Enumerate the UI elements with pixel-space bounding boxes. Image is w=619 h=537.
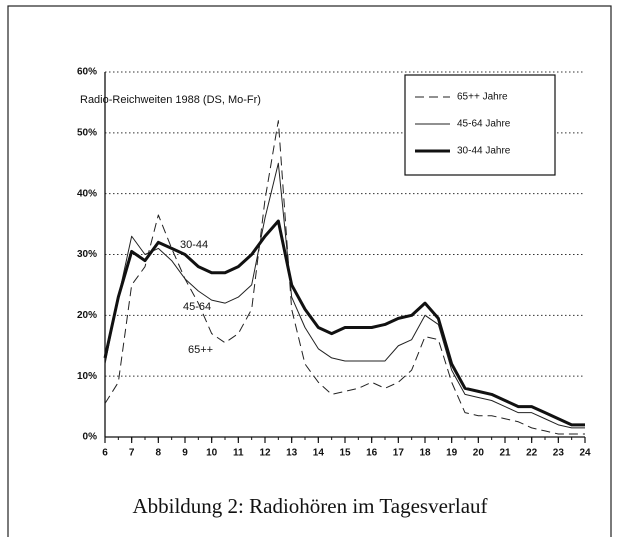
x-tick-label: 19 — [446, 448, 458, 459]
y-tick-label: 0% — [83, 432, 98, 443]
x-tick-label: 20 — [473, 448, 485, 459]
x-tick-label: 6 — [102, 448, 108, 459]
chart-title: Radio-Reichweiten 1988 (DS, Mo-Fr) — [80, 94, 261, 106]
y-tick-label: 10% — [77, 371, 97, 382]
legend-label: 45-64 Jahre — [457, 119, 511, 130]
legend-label: 30-44 Jahre — [457, 146, 511, 157]
y-tick-label: 50% — [77, 127, 97, 138]
caption: Abbildung 2: Radiohören im Tagesverlauf — [132, 494, 487, 518]
x-tick-label: 17 — [393, 448, 405, 459]
y-tick-label: 60% — [77, 67, 97, 78]
x-tick-label: 8 — [156, 448, 162, 459]
x-tick-label: 22 — [526, 448, 538, 459]
x-tick-label: 15 — [339, 448, 351, 459]
x-tick-label: 7 — [129, 448, 135, 459]
x-tick-label: 18 — [419, 448, 431, 459]
annotation: 45-64 — [183, 301, 211, 313]
x-tick-label: 13 — [286, 448, 298, 459]
x-tick-label: 14 — [313, 448, 325, 459]
x-tick-label: 21 — [499, 448, 511, 459]
annotation: 30-44 — [180, 239, 208, 251]
x-tick-label: 11 — [233, 448, 244, 459]
series-line — [103, 219, 585, 427]
x-tick-label: 10 — [206, 448, 218, 459]
y-tick-label: 30% — [77, 249, 97, 260]
x-tick-label: 16 — [366, 448, 378, 459]
legend-label: 65++ Jahre — [457, 92, 508, 103]
x-tick-label: 24 — [579, 448, 591, 459]
y-tick-label: 40% — [77, 188, 97, 199]
frame — [7, 5, 612, 537]
annotation: 65++ — [188, 344, 213, 356]
x-tick-label: 23 — [553, 448, 565, 459]
legend-box — [404, 74, 556, 176]
series-line — [104, 162, 585, 429]
y-tick-label: 20% — [77, 310, 97, 321]
x-tick-label: 12 — [259, 448, 271, 459]
x-tick-label: 9 — [182, 448, 188, 459]
